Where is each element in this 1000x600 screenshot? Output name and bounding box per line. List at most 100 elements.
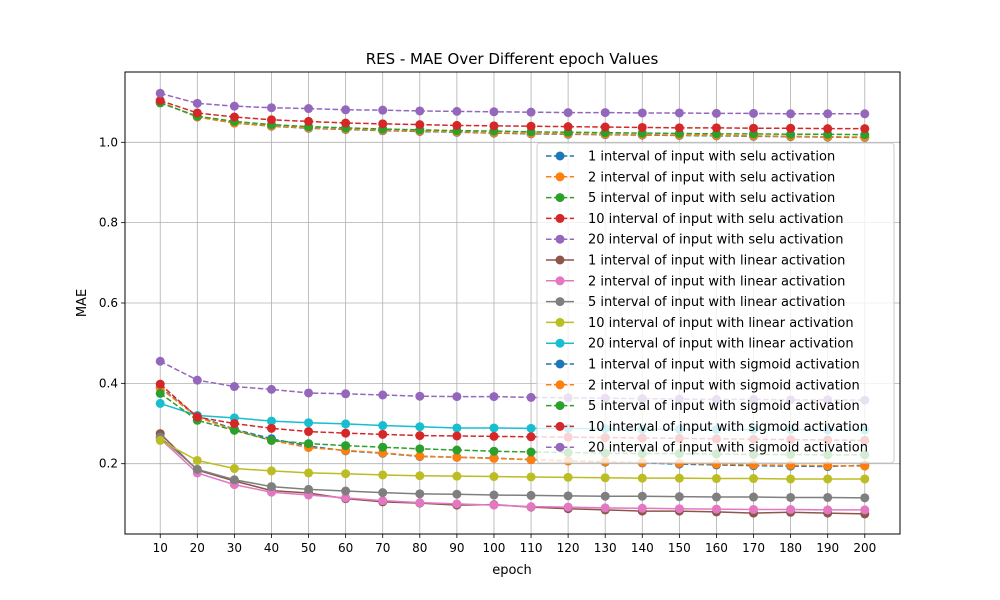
data-point xyxy=(155,398,165,408)
data-point xyxy=(823,492,833,502)
data-point xyxy=(711,474,721,484)
y-tick-label: 0.6 xyxy=(99,296,118,310)
data-point xyxy=(341,493,351,503)
data-point xyxy=(749,504,759,514)
series-9 xyxy=(155,435,870,484)
y-tick-label: 0.8 xyxy=(99,216,118,230)
data-point xyxy=(600,491,610,501)
data-point xyxy=(378,429,388,439)
legend-marker xyxy=(555,172,565,182)
series-layer xyxy=(155,88,870,519)
data-point xyxy=(786,123,796,133)
data-point xyxy=(711,123,721,133)
data-point xyxy=(341,428,351,438)
data-point xyxy=(749,123,759,133)
legend-item: 10 interval of input with selu activatio… xyxy=(546,212,843,227)
data-point xyxy=(415,489,425,499)
x-tick-label: 70 xyxy=(375,541,390,555)
legend-marker xyxy=(555,151,565,161)
x-tick-label: 40 xyxy=(264,541,279,555)
data-point xyxy=(304,388,314,398)
data-point xyxy=(526,432,536,442)
data-point xyxy=(341,419,351,429)
data-point xyxy=(637,473,647,483)
x-tick-label: 110 xyxy=(520,541,543,555)
x-tick-label: 140 xyxy=(631,541,654,555)
legend-item: 10 interval of input with sigmoid activa… xyxy=(546,420,868,435)
data-point xyxy=(452,392,462,402)
data-point xyxy=(637,122,647,132)
x-tick-label: 130 xyxy=(594,541,617,555)
series-line xyxy=(159,439,865,480)
data-point xyxy=(637,503,647,513)
data-point xyxy=(563,502,573,512)
data-point xyxy=(415,422,425,432)
data-point xyxy=(489,121,499,131)
data-point xyxy=(711,108,721,118)
legend-label: 5 interval of input with sigmoid activat… xyxy=(588,399,860,414)
data-point xyxy=(341,118,351,128)
legend-label: 20 interval of input with linear activat… xyxy=(588,337,854,352)
data-point xyxy=(378,496,388,506)
data-point xyxy=(192,412,202,422)
series-5 xyxy=(155,88,870,119)
x-tick-label: 60 xyxy=(338,541,353,555)
data-point xyxy=(415,431,425,441)
data-point xyxy=(304,439,314,449)
data-point xyxy=(229,382,239,392)
data-point xyxy=(415,106,425,116)
legend-item: 5 interval of input with selu activation xyxy=(546,191,835,206)
data-point xyxy=(674,123,684,133)
data-point xyxy=(452,120,462,130)
data-point xyxy=(749,108,759,118)
data-point xyxy=(266,115,276,125)
data-point xyxy=(378,390,388,400)
data-point xyxy=(823,474,833,484)
legend-marker xyxy=(555,359,565,369)
data-point xyxy=(860,474,870,484)
legend-label: 5 interval of input with selu activation xyxy=(588,191,835,206)
series-line xyxy=(159,436,865,499)
series-line xyxy=(159,438,865,511)
legend-item: 5 interval of input with sigmoid activat… xyxy=(546,399,860,414)
legend-label: 10 interval of input with sigmoid activa… xyxy=(588,420,868,435)
legend-label: 5 interval of input with linear activati… xyxy=(588,295,845,310)
data-point xyxy=(266,482,276,492)
data-point xyxy=(600,108,610,118)
data-point xyxy=(526,455,536,465)
legend-item: 20 interval of input with sigmoid activa… xyxy=(546,441,868,456)
data-point xyxy=(378,119,388,129)
legend: 1 interval of input with selu activation… xyxy=(536,142,895,464)
data-point xyxy=(823,109,833,119)
legend-label: 2 interval of input with linear activati… xyxy=(588,274,845,289)
data-point xyxy=(192,464,202,474)
data-point xyxy=(786,504,796,514)
data-point xyxy=(304,427,314,437)
y-axis-label: MAE xyxy=(75,289,90,317)
series-line xyxy=(159,102,865,136)
x-tick-label: 160 xyxy=(705,541,728,555)
data-point xyxy=(489,392,499,402)
chart-title: RES - MAE Over Different epoch Values xyxy=(366,50,659,68)
data-point xyxy=(674,504,684,514)
x-axis-ticks: 10 20 30 40 50 60 70 80 90 100 110 120 130 140 150 160 1… xyxy=(153,534,876,555)
legend-item: 2 interval of input with linear activati… xyxy=(546,274,845,289)
data-point xyxy=(192,375,202,385)
y-tick-label: 0.4 xyxy=(99,376,118,390)
data-point xyxy=(452,489,462,499)
data-point xyxy=(341,389,351,399)
legend-item: 1 interval of input with sigmoid activat… xyxy=(546,358,860,373)
data-point xyxy=(266,423,276,433)
data-point xyxy=(563,472,573,482)
legend-marker xyxy=(555,421,565,431)
legend-item: 1 interval of input with selu activation xyxy=(546,150,835,165)
data-point xyxy=(489,446,499,456)
x-axis-label: epoch xyxy=(492,563,532,578)
legend-item: 5 interval of input with linear activati… xyxy=(546,295,845,310)
x-tick-label: 10 xyxy=(153,541,168,555)
x-tick-label: 200 xyxy=(853,541,876,555)
y-tick-label: 0.2 xyxy=(99,457,118,471)
data-point xyxy=(489,490,499,500)
legend-item: 20 interval of input with linear activat… xyxy=(546,337,854,352)
x-tick-label: 30 xyxy=(227,541,242,555)
